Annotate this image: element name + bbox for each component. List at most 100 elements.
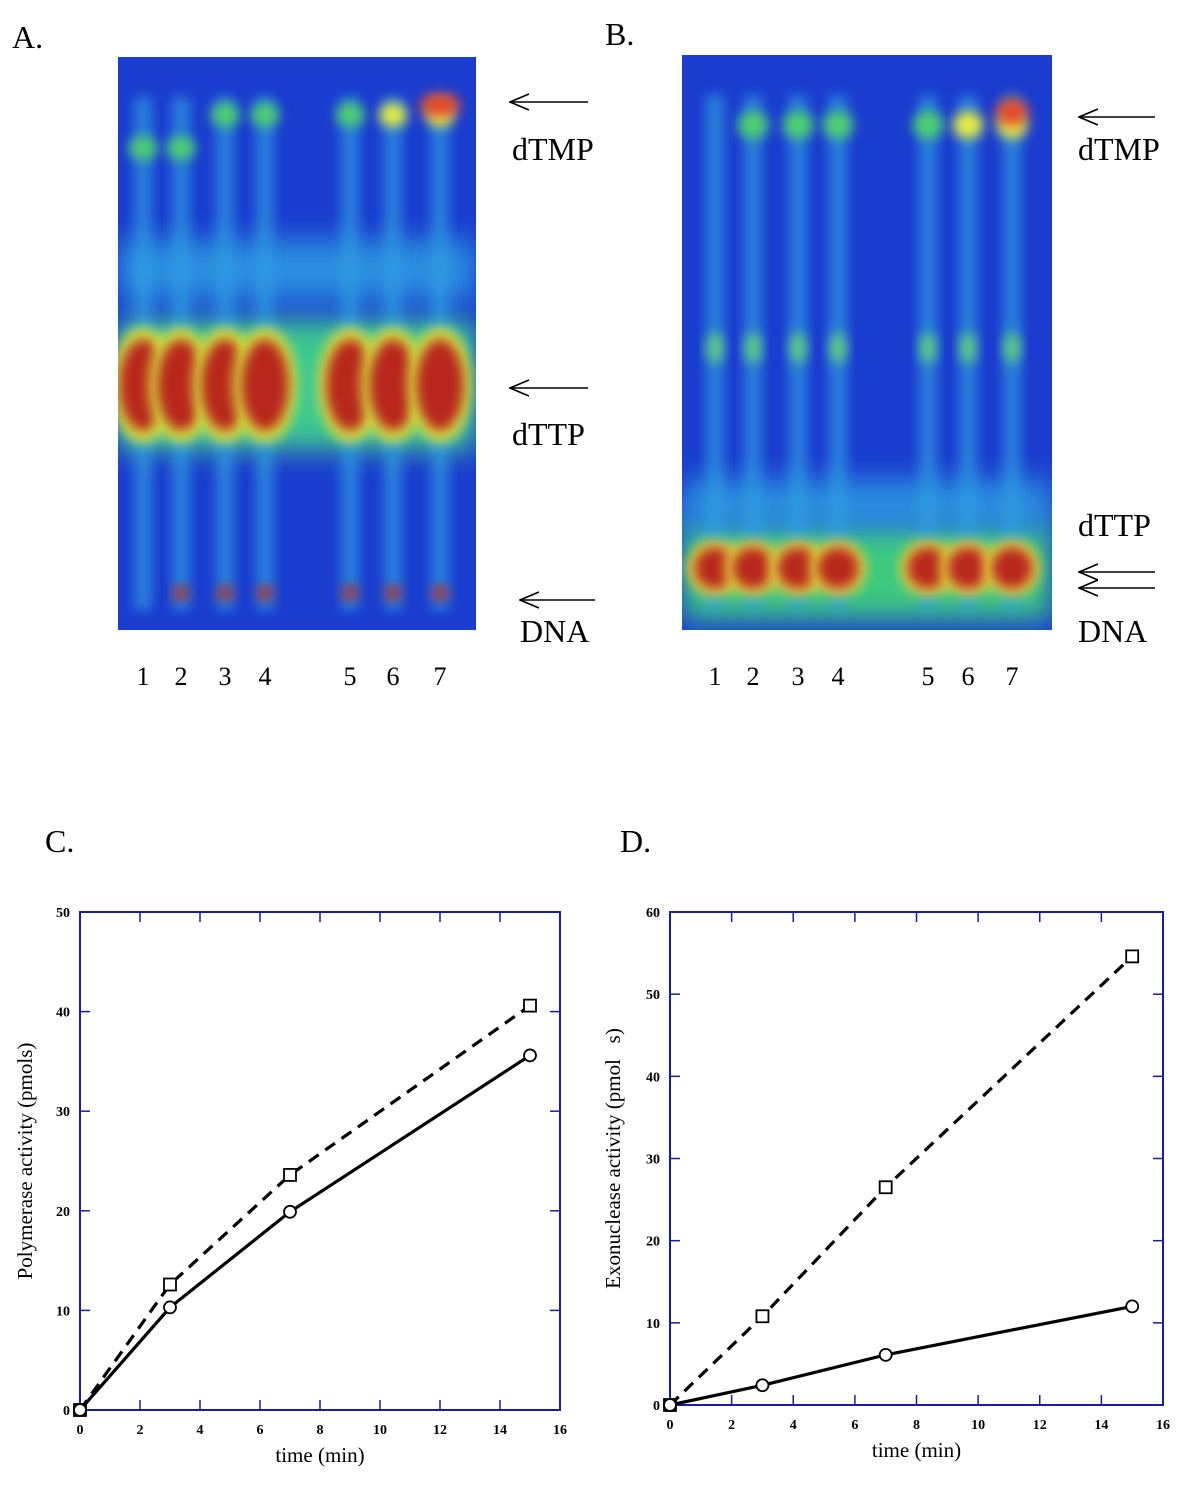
panel-label: C. bbox=[45, 823, 74, 859]
y-tick-label: 20 bbox=[56, 1205, 70, 1220]
marker bbox=[163, 1277, 177, 1292]
series-line bbox=[78, 1054, 531, 1412]
gel-spot bbox=[336, 103, 364, 127]
band-label: dTMP bbox=[512, 131, 594, 167]
gel-spot bbox=[920, 332, 936, 364]
x-tick-label: 0 bbox=[77, 1423, 84, 1438]
x-tick-label: 6 bbox=[851, 1418, 858, 1433]
panel-label: A. bbox=[12, 19, 43, 55]
gel-spot bbox=[211, 103, 239, 127]
gel-spot bbox=[790, 332, 806, 364]
lane-label: 2 bbox=[747, 662, 760, 691]
panel-label: B. bbox=[605, 16, 634, 52]
y-tick-label: 40 bbox=[56, 1006, 70, 1021]
lane-label: 3 bbox=[219, 662, 232, 691]
gel-spot bbox=[817, 547, 859, 589]
marker bbox=[523, 998, 537, 1013]
lane-label: 4 bbox=[832, 662, 845, 691]
band-label: dTTP bbox=[512, 416, 585, 452]
x-axis-label: time (min) bbox=[872, 1438, 961, 1462]
marker bbox=[755, 1378, 770, 1393]
gel-spot bbox=[379, 103, 407, 127]
gel-spot bbox=[823, 111, 853, 139]
gel-spot bbox=[416, 339, 464, 431]
gel-spots bbox=[682, 95, 1052, 620]
gel-spot bbox=[991, 547, 1033, 589]
lane-label: 6 bbox=[962, 662, 975, 691]
x-tick-label: 14 bbox=[493, 1423, 507, 1438]
y-tick-label: 40 bbox=[646, 1070, 660, 1085]
marker bbox=[523, 1048, 537, 1063]
y-axis-label: Polymerase activity (pmols) bbox=[13, 1043, 37, 1280]
gel-band-halo bbox=[682, 480, 1052, 530]
y-axis-label: Exonuclease activity (pmol s) bbox=[601, 1028, 625, 1289]
gel-spot bbox=[777, 547, 819, 589]
x-tick-label: 16 bbox=[553, 1423, 567, 1438]
gel-spot bbox=[745, 332, 761, 364]
y-tick-label: 30 bbox=[56, 1105, 70, 1120]
x-tick-label: 12 bbox=[1033, 1418, 1047, 1433]
x-tick-label: 0 bbox=[667, 1418, 674, 1433]
plot-frame bbox=[79, 911, 561, 1411]
y-tick-label: 10 bbox=[56, 1304, 70, 1319]
x-tick-label: 12 bbox=[433, 1423, 447, 1438]
x-tick-label: 2 bbox=[728, 1418, 735, 1433]
gel-spot bbox=[251, 103, 279, 127]
gel-spot bbox=[241, 339, 289, 431]
gel-spot bbox=[732, 547, 774, 589]
gel-spot bbox=[217, 586, 233, 600]
gel-spot bbox=[157, 339, 205, 431]
gel-spot bbox=[1004, 332, 1020, 364]
gel-spot bbox=[960, 332, 976, 364]
gel-spot bbox=[167, 136, 195, 160]
lane-label: 5 bbox=[922, 662, 935, 691]
gel-spot bbox=[420, 93, 460, 117]
marker bbox=[283, 1168, 297, 1182]
lane-label: 6 bbox=[387, 662, 400, 691]
x-tick-label: 10 bbox=[373, 1423, 387, 1438]
y-tick-label: 0 bbox=[653, 1399, 660, 1414]
marker bbox=[283, 1204, 297, 1219]
y-tick-label: 30 bbox=[646, 1153, 660, 1168]
gel-spot bbox=[913, 111, 943, 139]
marker bbox=[1125, 949, 1140, 964]
x-tick-label: 4 bbox=[197, 1423, 204, 1438]
gel-image bbox=[682, 55, 1052, 630]
x-tick-label: 10 bbox=[971, 1418, 985, 1433]
panel-label: D. bbox=[620, 823, 651, 859]
lane-label: 5 bbox=[344, 662, 357, 691]
lane-label: 7 bbox=[1006, 662, 1019, 691]
x-tick-label: 14 bbox=[1094, 1418, 1108, 1433]
x-tick-label: 16 bbox=[1156, 1418, 1170, 1433]
gel-spot bbox=[830, 332, 846, 364]
gel-spot bbox=[947, 547, 989, 589]
gel-spot bbox=[369, 339, 417, 431]
x-tick-label: 8 bbox=[317, 1423, 324, 1438]
band-label: dTMP bbox=[1078, 131, 1160, 167]
gel-band-halo bbox=[118, 240, 476, 300]
gel-spot bbox=[326, 339, 374, 431]
x-tick-label: 6 bbox=[257, 1423, 264, 1438]
gel-spot bbox=[173, 586, 189, 600]
lane-label: 1 bbox=[137, 662, 150, 691]
lane-label: 1 bbox=[709, 662, 722, 691]
gel-spot bbox=[257, 586, 273, 600]
gel-spot bbox=[953, 111, 983, 139]
band-label: dTTP bbox=[1078, 507, 1151, 543]
x-tick-label: 8 bbox=[913, 1418, 920, 1433]
gel-spot bbox=[385, 586, 401, 600]
marker bbox=[878, 1180, 893, 1195]
gel-spot bbox=[694, 547, 736, 589]
lane-label: 2 bbox=[175, 662, 188, 691]
y-tick-label: 50 bbox=[646, 988, 660, 1003]
gel-spot bbox=[707, 332, 723, 364]
x-axis-label: time (min) bbox=[275, 1443, 364, 1467]
gel-spot bbox=[129, 136, 157, 160]
band-label: DNA bbox=[520, 613, 589, 649]
marker bbox=[755, 1309, 770, 1324]
gel-spot bbox=[738, 111, 768, 139]
marker bbox=[1125, 1299, 1140, 1314]
lane-label: 4 bbox=[259, 662, 272, 691]
series-line bbox=[668, 955, 1134, 1407]
x-tick-label: 2 bbox=[137, 1423, 144, 1438]
